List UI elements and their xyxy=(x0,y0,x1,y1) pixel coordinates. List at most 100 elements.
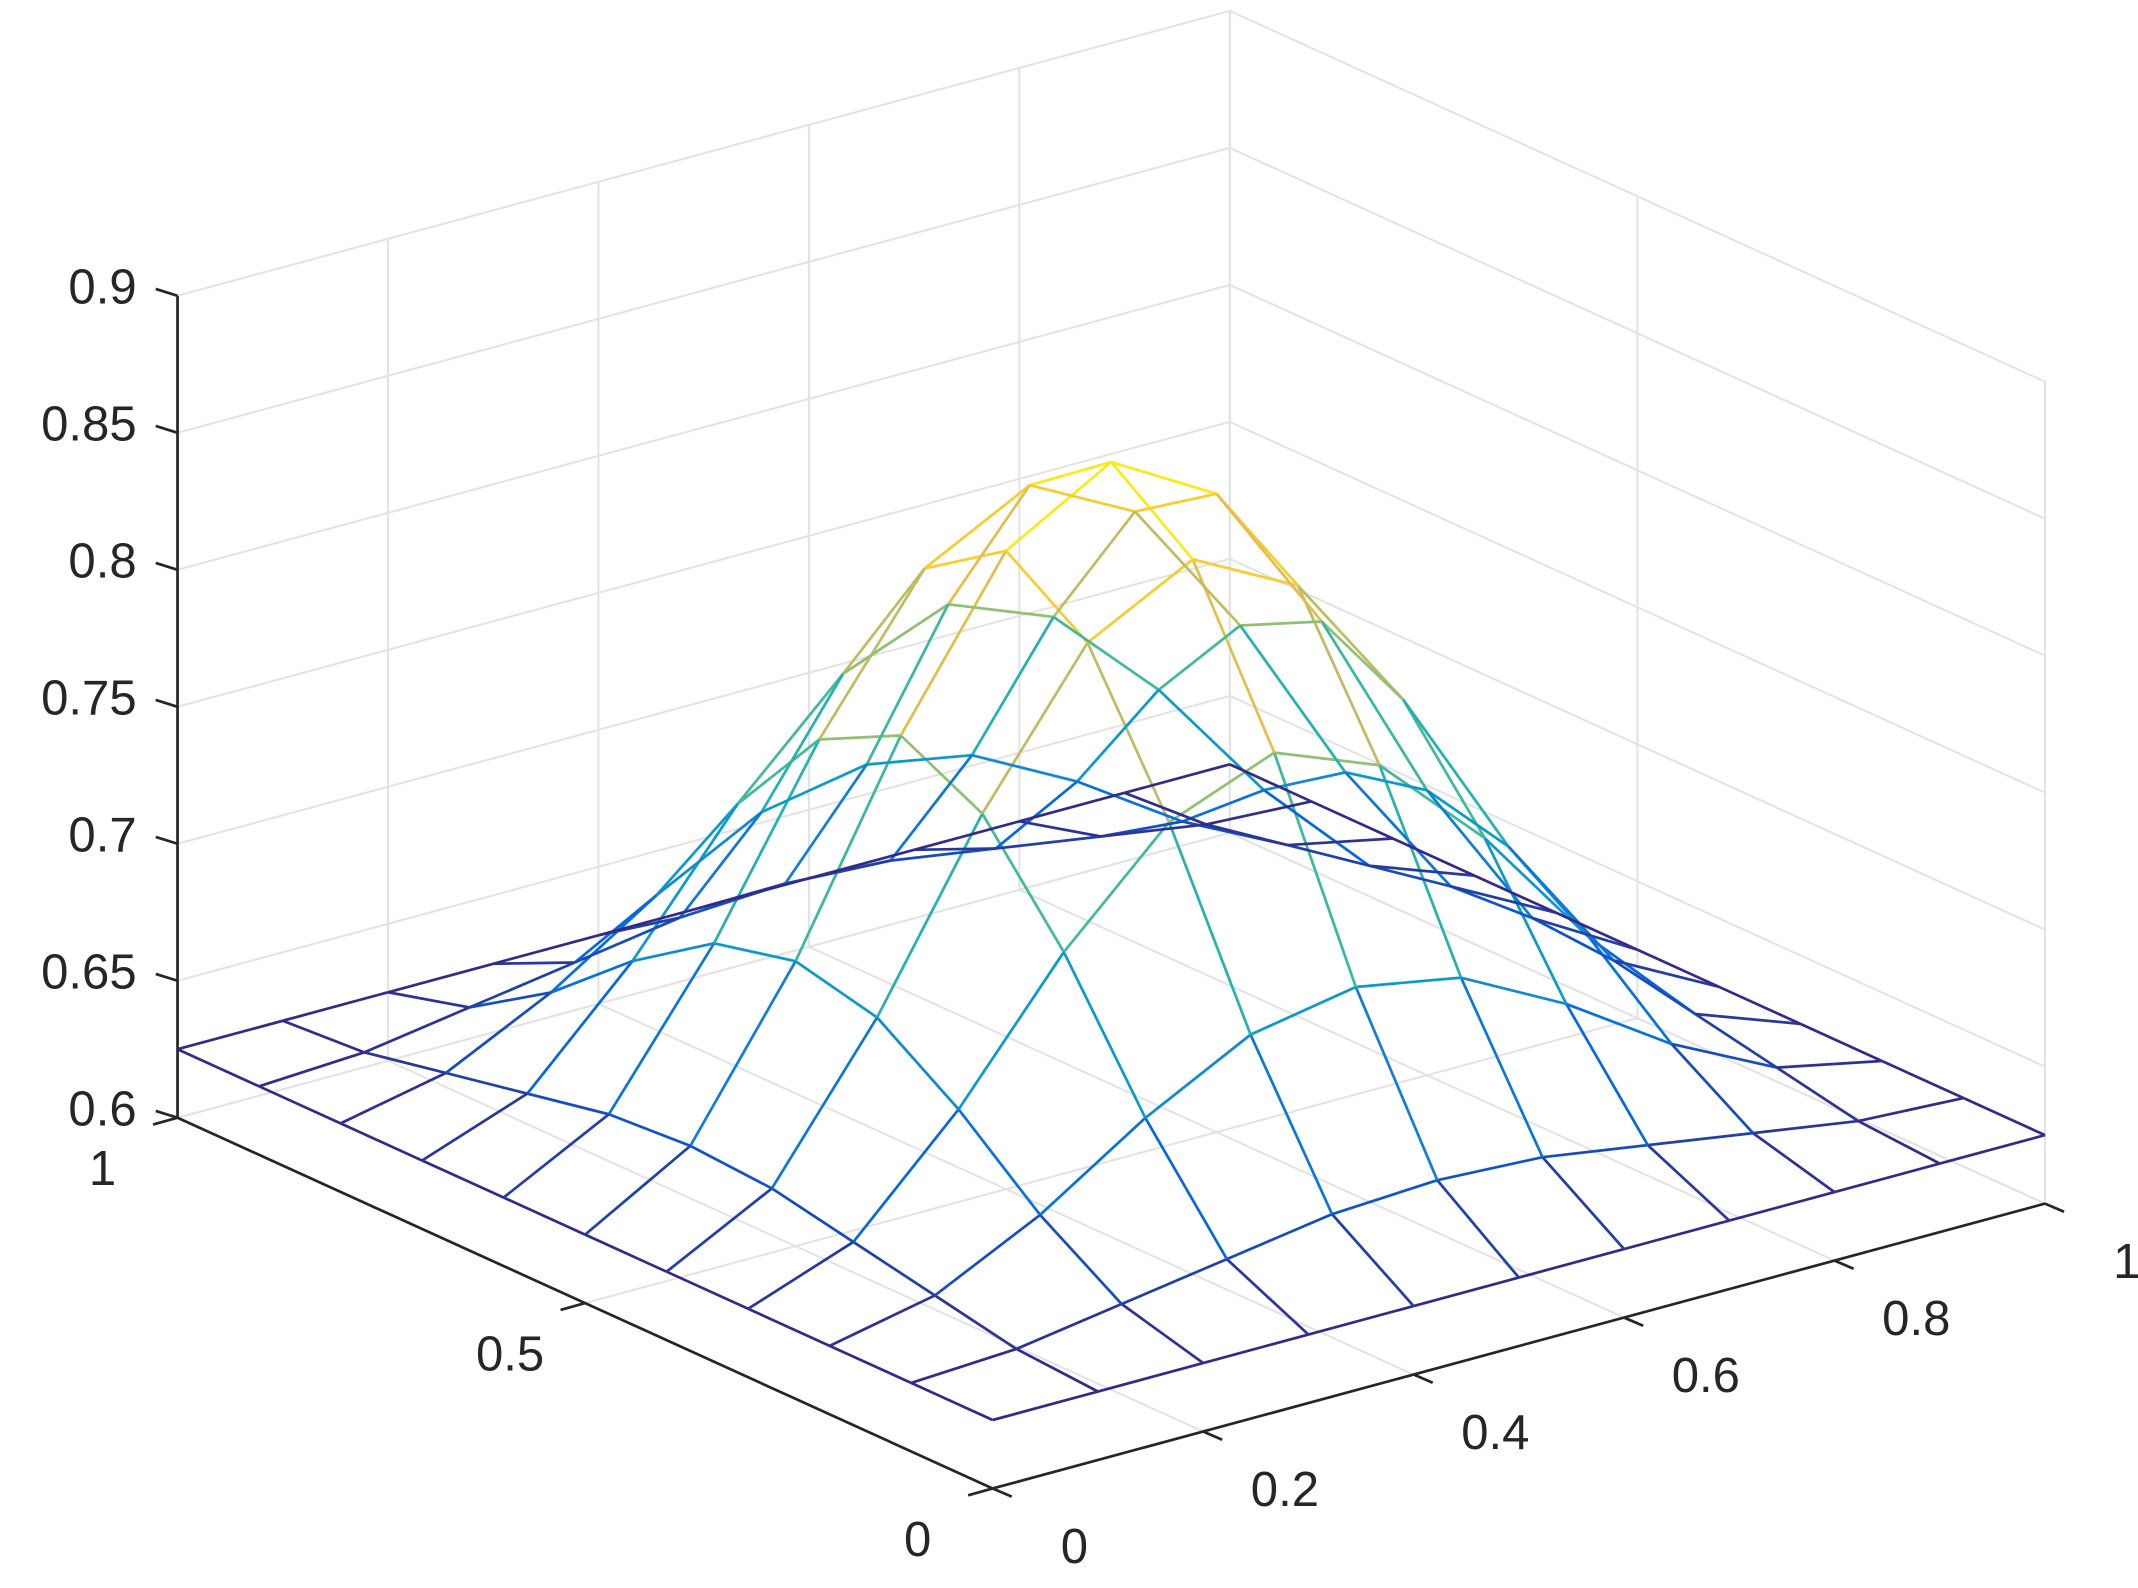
mesh-edge xyxy=(1368,864,1451,888)
mesh-edge xyxy=(1225,1258,1310,1336)
mesh-edge xyxy=(1695,1012,1801,1026)
mesh-edge xyxy=(282,990,389,1023)
mesh-edge xyxy=(1191,558,1276,754)
mesh-edge xyxy=(1124,763,1231,795)
mesh-edge xyxy=(1565,1002,1672,1046)
mesh-edge xyxy=(1541,1156,1626,1250)
mesh-edge xyxy=(1752,1119,1859,1135)
mesh-edge xyxy=(1124,791,1207,826)
y-tick-label: 0 xyxy=(904,1513,931,1567)
grid-line xyxy=(177,694,1231,982)
mesh-edge xyxy=(631,803,739,962)
mesh xyxy=(176,460,2046,1422)
mesh-edge xyxy=(573,894,658,964)
mesh-edge xyxy=(1240,620,1322,627)
mesh-edge xyxy=(1229,763,1312,803)
mesh-edge xyxy=(1437,1155,1543,1182)
mesh-edge xyxy=(1287,843,1370,868)
mesh-edge xyxy=(1425,789,1534,919)
mesh-edge xyxy=(1192,558,1299,588)
mesh-edge xyxy=(1181,788,1265,823)
mesh-edge xyxy=(689,960,797,1147)
mesh-edge xyxy=(550,959,634,994)
x-tick-label: 1 xyxy=(2113,1235,2138,1289)
mesh-edge xyxy=(678,811,763,919)
mesh-edge xyxy=(784,763,868,885)
x-tick-label: 0.6 xyxy=(1672,1349,1740,1403)
mesh-edge xyxy=(1167,821,1252,1036)
mesh-edge xyxy=(934,1294,1018,1351)
mesh-edge xyxy=(492,933,599,966)
z-tick-label: 0.6 xyxy=(68,1082,136,1136)
mesh-edge xyxy=(655,802,739,897)
mesh-edge xyxy=(1157,624,1242,691)
mesh-edge xyxy=(1144,1033,1252,1119)
mesh-edge xyxy=(1483,837,1568,1005)
mesh-edge xyxy=(258,1051,365,1088)
mesh-edge xyxy=(468,961,576,1009)
mesh-edge xyxy=(819,734,901,741)
mesh-edge xyxy=(1005,549,1089,644)
mesh-edge xyxy=(1039,1116,1147,1216)
mesh-edge xyxy=(1086,642,1171,823)
x-axis xyxy=(992,1202,2046,1490)
z-tick-label: 0.9 xyxy=(68,260,136,314)
mesh-edge xyxy=(957,951,1065,1111)
mesh-edge xyxy=(1205,800,1312,826)
y-tick-label: 1 xyxy=(89,1142,116,1196)
mesh-edge xyxy=(598,905,705,937)
x-tick xyxy=(1413,1373,1434,1384)
mesh-edge xyxy=(1029,460,1112,487)
mesh-edge xyxy=(1718,985,1801,1026)
mesh-edge xyxy=(363,1006,471,1054)
mesh-edge xyxy=(608,1112,691,1148)
mesh-edge xyxy=(1473,874,1557,914)
mesh-edge xyxy=(1345,771,1428,792)
mesh-edge xyxy=(981,641,1089,815)
mesh-edge xyxy=(841,567,926,675)
mesh-edge xyxy=(1671,1042,1778,1069)
mesh-edge xyxy=(1076,780,1183,823)
x-tick-label: 0.8 xyxy=(1882,1292,1950,1346)
mesh-edge xyxy=(1331,1178,1438,1216)
mesh-edge xyxy=(703,876,810,909)
mesh-edge xyxy=(502,1113,610,1199)
mesh-edge xyxy=(1110,460,1217,496)
mesh-edge xyxy=(1134,492,1217,513)
x-tick xyxy=(1623,1316,1644,1327)
mesh-edge xyxy=(736,738,821,805)
mesh-edge xyxy=(890,847,996,862)
mesh-edge xyxy=(866,753,973,766)
y-axis xyxy=(176,1116,994,1490)
mesh-edge xyxy=(1249,1034,1334,1215)
grid-line xyxy=(1229,557,2046,931)
mesh-edge xyxy=(1623,1219,1730,1251)
mesh-edge xyxy=(1857,1119,1941,1165)
mesh-edge xyxy=(712,738,821,944)
mesh-edge xyxy=(1263,788,1370,867)
mesh-edge xyxy=(1168,751,1276,824)
grid-line xyxy=(1229,146,2046,520)
mesh-edge xyxy=(747,1240,855,1310)
x-tick-label: 0.4 xyxy=(1461,1406,1529,1460)
grid-line xyxy=(1229,694,2046,1068)
mesh-edge xyxy=(282,1019,365,1054)
mesh-edge xyxy=(875,812,984,1019)
x-tick-label: 0 xyxy=(1061,1520,1088,1574)
mesh-edge xyxy=(1320,620,1429,791)
mesh-edge xyxy=(1518,1247,1625,1279)
z-tick xyxy=(155,287,178,298)
mesh-edge xyxy=(584,1144,692,1236)
mesh-edge xyxy=(1402,698,1510,848)
mesh-edge xyxy=(1392,837,1475,877)
mesh-edge xyxy=(910,1347,1017,1385)
grid-line xyxy=(584,1017,1638,1305)
mesh-edge xyxy=(842,603,949,676)
mesh-edge xyxy=(1612,959,1696,1016)
z-tick-label: 0.75 xyxy=(41,671,137,725)
mesh-edge xyxy=(445,1071,528,1095)
mesh-edge xyxy=(970,616,1055,756)
x-tick-label: 0.2 xyxy=(1251,1463,1319,1517)
mesh-edge xyxy=(421,1092,529,1162)
